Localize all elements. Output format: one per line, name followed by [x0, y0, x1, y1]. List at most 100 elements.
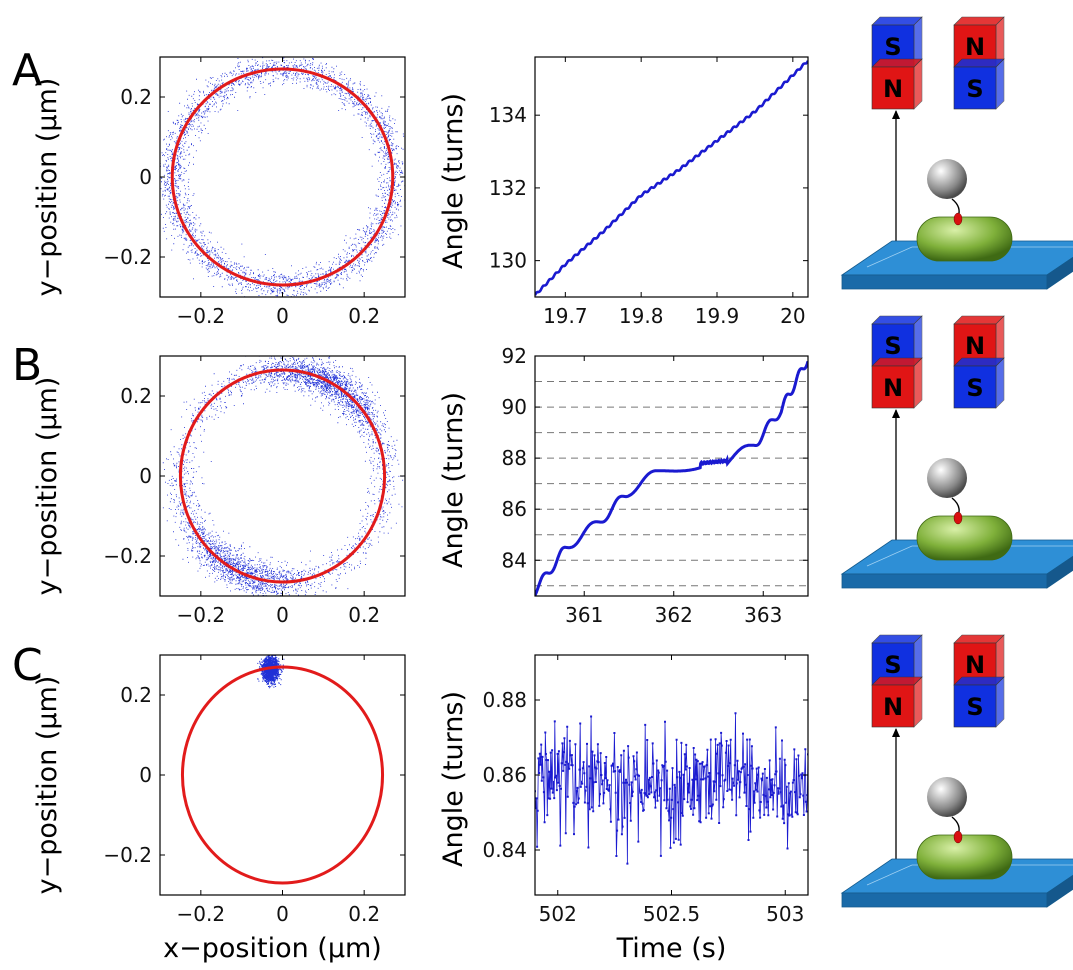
magnet-label: N [883, 693, 903, 721]
bead [927, 159, 967, 199]
x-tick-label: 0.2 [348, 304, 380, 328]
angle-plot: 19.7 19.8 19.9 20 134 132 130 Angle (turns) [438, 56, 809, 328]
arrow-head-up [892, 409, 900, 418]
motor-marker [953, 830, 963, 844]
magnet-top-face [871, 16, 923, 26]
magnet-right-bottom: S [953, 58, 1005, 110]
surface-front [841, 892, 1048, 908]
magnet-label: S [884, 332, 901, 360]
xy-axes-frame [159, 56, 406, 298]
x-tick-label: 362 [655, 603, 693, 627]
x-tick-label: −0.2 [177, 304, 226, 328]
magnet-label: S [884, 33, 901, 61]
y-tick-label: 90 [502, 395, 527, 419]
panel-letter: C [12, 640, 43, 691]
x-tick-label: 502.5 [643, 902, 700, 926]
x-tick-label: 0 [276, 902, 289, 926]
y-tick-label: 0 [139, 763, 152, 787]
arrow-head-up [892, 110, 900, 119]
xy-position-plot: −0.2 0 0.2 0.2 0 −0.2 y−position (μm) [32, 355, 406, 627]
panels-root: A −0.2 0 0.2 0.2 0 −0.2 y−position (μm) 19.7 19.8… [12, 16, 1073, 964]
magnet-right-bottom: S [953, 357, 1005, 409]
angle-trace [535, 360, 808, 596]
y-tick-label: 0.2 [120, 384, 152, 408]
y-axis-label: y−position (μm) [32, 78, 63, 297]
plot-area [180, 655, 385, 885]
magnet-front-face [871, 365, 915, 409]
y-axis-label: Angle (turns) [438, 392, 469, 568]
surface-side [1046, 555, 1073, 589]
x-tick-label: 502 [539, 902, 577, 926]
magnet-top-face [953, 58, 1005, 68]
y-tick-label: 130 [489, 249, 527, 273]
x-tick-label: 503 [766, 902, 804, 926]
xy-position-plot: −0.2 0 0.2 0.2 0 −0.2 y−position (μm) [32, 56, 406, 328]
scatter-cluster [257, 655, 285, 689]
x-tick-label: 0.2 [348, 603, 380, 627]
panel-letter: A [12, 45, 42, 96]
magnet-top-face [953, 676, 1005, 686]
y-tick-label: 0.86 [482, 763, 527, 787]
fit-circle [170, 67, 395, 287]
magnet-top-face [953, 16, 1005, 26]
surface-highlight [866, 246, 1073, 268]
angle-plot: 502 502.5 503 0.88 0.86 0.84 Angle (turns) Time… [438, 654, 809, 964]
x-tick-label: 19.7 [543, 304, 588, 328]
scatter-points [160, 57, 405, 297]
magnet-top-face [953, 315, 1005, 325]
magnet-side-face [913, 58, 923, 110]
y-tick-label: 84 [502, 548, 527, 572]
y-axis-label: Angle (turns) [438, 93, 469, 269]
scatter-points [162, 356, 404, 596]
panel-a: A −0.2 0 0.2 0.2 0 −0.2 y−position (μm) 19.7 19.8… [12, 16, 1073, 328]
panel-b: B−0.2 0 0.20.20−0.2y−position (μm)361 362 36… [12, 315, 1073, 627]
fit-circle [180, 665, 385, 885]
angle-axes-frame [534, 56, 809, 298]
x-tick-label: 0.2 [348, 902, 380, 926]
x-tick-label: 19.9 [695, 304, 740, 328]
y-tick-label: 134 [489, 103, 527, 127]
plot-area [162, 356, 404, 596]
magnet-side-face [995, 676, 1005, 728]
magnet-side-face [995, 357, 1005, 409]
magnet-left-bottom: N [871, 58, 923, 110]
y-tick-label: 132 [489, 176, 527, 200]
motor-marker [953, 212, 963, 226]
arrow-head-up [892, 728, 900, 737]
magnet-left-bottom: N [871, 676, 923, 728]
magnet-top-face [871, 676, 923, 686]
angle-trace [535, 713, 808, 864]
y-tick-label: 0.2 [120, 85, 152, 109]
y-tick-label: −0.2 [103, 544, 152, 568]
cell-body [916, 834, 1013, 880]
xy-axes-frame [159, 654, 406, 896]
y-tick-label: 92 [502, 344, 527, 368]
magnet-label: N [965, 651, 985, 679]
y-tick-label: 86 [502, 497, 527, 521]
y-tick-label: 0 [139, 165, 152, 189]
magnet-label: S [884, 651, 901, 679]
magnet-top-face [953, 634, 1005, 644]
x-axis-label: x−position (μm) [163, 933, 382, 964]
cell-body [916, 216, 1013, 262]
x-tick-label: 19.8 [619, 304, 664, 328]
surface-highlight [866, 864, 1073, 886]
y-tick-label: 0.2 [120, 683, 152, 707]
cell-body [916, 515, 1013, 561]
magnet-label: N [883, 75, 903, 103]
magnet-top-face [871, 315, 923, 325]
magnet-label: S [966, 374, 983, 402]
plot-area [535, 712, 808, 865]
y-axis-label: y−position (μm) [32, 676, 63, 895]
x-tick-label: 20 [780, 304, 805, 328]
angle-trace [535, 60, 808, 296]
xy-axes-frame [159, 355, 406, 597]
y-tick-label: 88 [502, 446, 527, 470]
magnet-top-face [871, 357, 923, 367]
surface-side [1046, 874, 1073, 908]
x-tick-label: 363 [744, 603, 782, 627]
motor-marker [953, 511, 963, 525]
